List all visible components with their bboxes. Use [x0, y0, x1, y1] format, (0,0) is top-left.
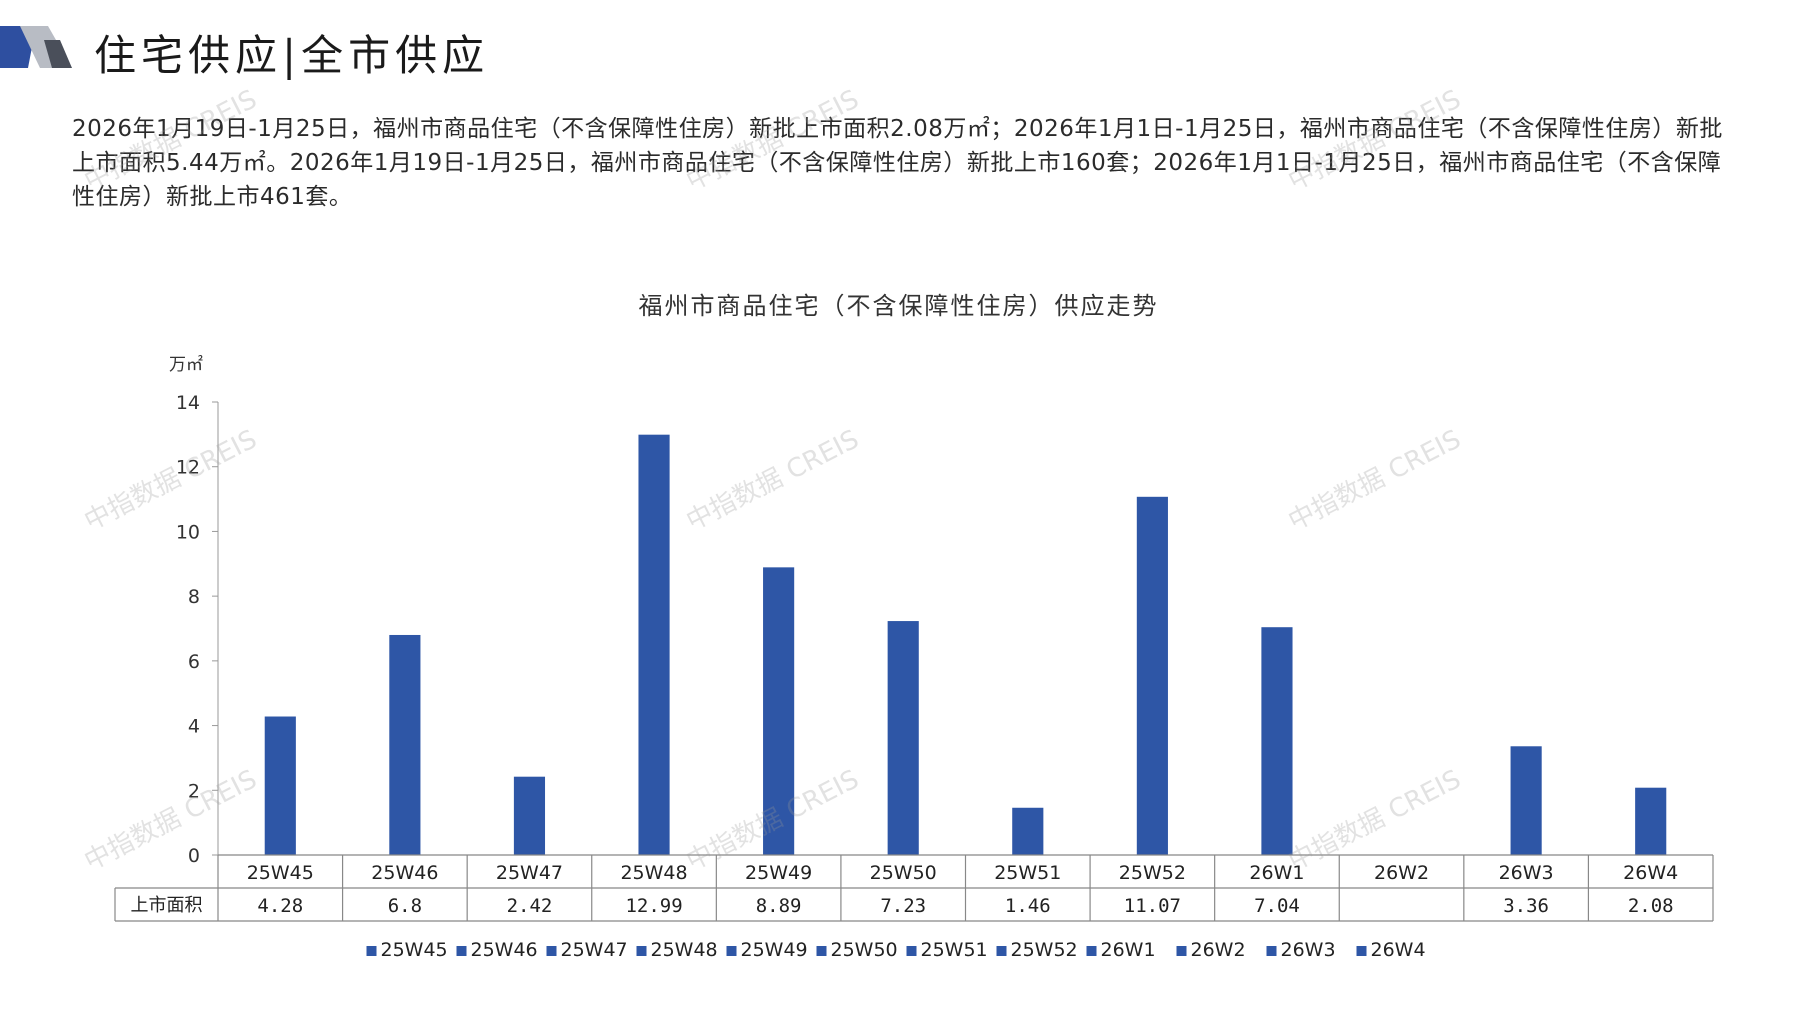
x-category-label: 25W45	[247, 862, 314, 884]
bar-25W46	[389, 634, 421, 855]
y-tick-label: 4	[188, 716, 200, 738]
y-tick-label: 8	[188, 586, 200, 608]
table-value: 2.08	[1628, 895, 1674, 917]
table-value: 8.89	[756, 895, 802, 917]
y-tick-label: 10	[176, 521, 200, 543]
legend-swatch	[1356, 946, 1367, 956]
legend-label: 25W51	[921, 939, 988, 961]
x-category-label: 25W46	[371, 862, 438, 884]
table-value: 2.42	[507, 895, 553, 917]
summary-paragraph: 2026年1月19日-1月25日，福州市商品住宅（不含保障性住房）新批上市面积2…	[72, 116, 1723, 210]
legend-swatch	[1086, 946, 1097, 956]
legend-swatch	[636, 946, 647, 956]
legend-label: 25W52	[1011, 939, 1078, 961]
table-value: 6.8	[388, 895, 422, 917]
bar-25W51	[1012, 807, 1044, 855]
legend-swatch	[996, 946, 1007, 956]
legend-label: 26W1	[1101, 939, 1156, 961]
legend-label: 26W2	[1191, 939, 1246, 961]
table-value: 4.28	[257, 895, 303, 917]
x-category-label: 26W1	[1249, 862, 1304, 884]
table-value: 1.46	[1005, 895, 1051, 917]
legend-label: 25W46	[471, 939, 538, 961]
x-category-label: 25W47	[496, 862, 563, 884]
legend-label: 25W45	[381, 939, 448, 961]
legend-label: 26W3	[1281, 939, 1336, 961]
y-tick-label: 0	[188, 845, 200, 867]
bar-25W45	[264, 716, 296, 855]
bar-25W47	[513, 776, 546, 855]
legend-label: 26W4	[1371, 939, 1426, 961]
table-value: 12.99	[625, 895, 682, 917]
legend-label: 25W48	[651, 939, 718, 961]
legend-label: 25W49	[741, 939, 808, 961]
table-series-label: 上市面积	[131, 895, 203, 916]
legend-swatch	[546, 946, 557, 956]
chart-title: 福州市商品住宅（不含保障性住房）供应走势	[638, 292, 1159, 320]
table-value: 11.07	[1124, 895, 1181, 917]
y-axis-unit: 万㎡	[169, 355, 203, 375]
table-value: 3.36	[1503, 895, 1549, 917]
x-category-label: 25W50	[870, 862, 937, 884]
bar-26W1	[1261, 627, 1293, 855]
table-value: 7.23	[880, 895, 926, 917]
bar-25W49	[763, 567, 795, 855]
bar-25W52	[1136, 496, 1168, 855]
x-category-label: 25W49	[745, 862, 812, 884]
bar-26W3	[1510, 746, 1542, 855]
legend-swatch	[816, 946, 827, 956]
y-tick-label: 6	[188, 651, 200, 673]
x-category-label: 25W52	[1119, 862, 1186, 884]
legend-swatch	[456, 946, 467, 956]
bar-25W50	[887, 621, 919, 855]
legend-swatch	[1176, 946, 1187, 956]
x-category-label: 26W3	[1499, 862, 1554, 884]
y-tick-label: 2	[188, 780, 200, 802]
page-title: 住宅供应|全市供应	[94, 31, 490, 80]
x-category-label: 25W51	[994, 862, 1061, 884]
x-category-label: 26W2	[1374, 862, 1429, 884]
x-category-label: 26W4	[1623, 862, 1678, 884]
legend-label: 25W47	[561, 939, 628, 961]
header-decoration	[0, 26, 72, 68]
y-tick-label: 12	[176, 457, 200, 479]
legend-swatch	[366, 946, 377, 956]
legend-swatch	[726, 946, 737, 956]
legend-swatch	[906, 946, 917, 956]
bar-26W4	[1635, 787, 1667, 855]
x-category-label: 25W48	[620, 862, 687, 884]
table-value: 7.04	[1254, 895, 1300, 917]
legend-swatch	[1266, 946, 1277, 956]
bar-25W48	[638, 434, 670, 855]
y-tick-label: 14	[176, 392, 200, 414]
legend-label: 25W50	[831, 939, 898, 961]
